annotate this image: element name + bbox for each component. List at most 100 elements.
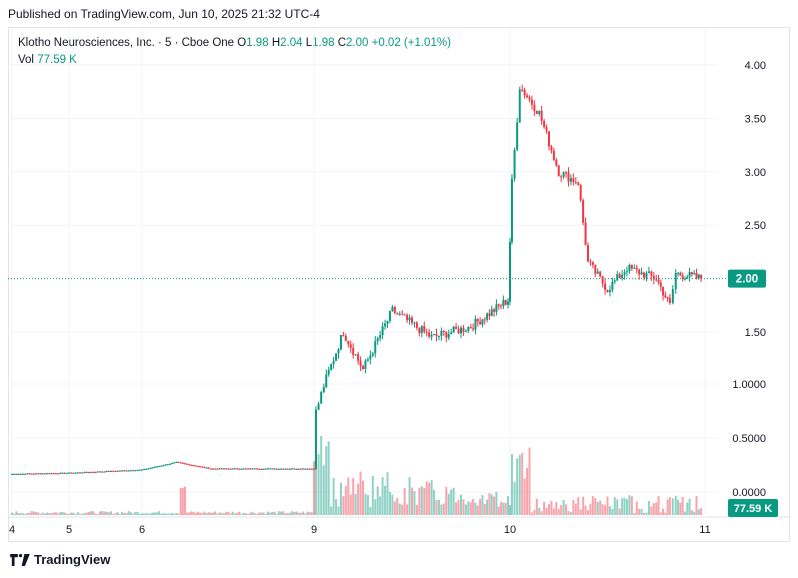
volume-bar: [24, 513, 27, 515]
volume-bar: [433, 489, 436, 515]
volume-bar: [652, 503, 655, 515]
candle-body: [175, 461, 178, 463]
open-value: 1.98: [246, 37, 269, 49]
candle-body: [420, 326, 423, 334]
candle-body: [317, 403, 320, 410]
candle-body: [411, 317, 413, 323]
candle-body: [81, 472, 84, 474]
candle-body: [352, 347, 355, 356]
candle-body: [697, 274, 700, 279]
volume-bar: [231, 511, 234, 515]
candle-body: [666, 297, 669, 299]
candle-body: [260, 468, 263, 470]
volume-bar: [271, 511, 274, 515]
volume-bar: [428, 482, 431, 515]
candle-body: [127, 470, 130, 472]
volume-bar: [507, 496, 510, 515]
candle-body: [41, 473, 44, 475]
volume-bar: [462, 499, 465, 515]
volume-bar: [65, 513, 68, 515]
volume-bar: [596, 502, 599, 515]
candle-body: [483, 319, 486, 321]
candle-body: [72, 472, 75, 474]
volume-bar: [262, 512, 265, 515]
volume-bar: [594, 498, 597, 515]
x-tick-label: 9: [311, 524, 317, 536]
candle-body: [626, 271, 628, 273]
candle-body: [688, 272, 691, 277]
volume-bar: [469, 502, 472, 515]
volume-bar: [452, 487, 455, 515]
candle-body: [528, 97, 531, 100]
volume-bar: [306, 511, 309, 515]
candle-body: [337, 349, 340, 354]
volume-bar: [339, 482, 342, 515]
candle-body: [43, 473, 46, 475]
candle-body: [435, 333, 438, 336]
volume-bar: [352, 478, 355, 515]
volume-bar: [342, 496, 345, 515]
volume-bar: [497, 506, 500, 515]
open-label: O: [237, 37, 247, 49]
volume-bar: [37, 512, 40, 515]
volume-bar: [359, 471, 362, 515]
x-tick-label: 5: [66, 524, 72, 536]
candle-body: [52, 473, 55, 475]
candle-body: [647, 271, 650, 274]
volume-bar: [21, 513, 24, 515]
volume-bar: [411, 487, 413, 515]
candle-body: [474, 318, 477, 330]
volume-bar: [134, 511, 137, 515]
candle-body: [608, 290, 611, 293]
candle-body: [386, 320, 389, 324]
volume-bar: [85, 512, 88, 515]
volume-bar: [302, 511, 305, 515]
candle-body: [306, 468, 309, 470]
volume-bar: [83, 513, 86, 515]
volume-value: 77.59 K: [37, 54, 77, 66]
candle-body: [504, 300, 507, 305]
candle-body: [264, 468, 267, 470]
volume-bar: [366, 495, 369, 515]
volume-bar: [582, 496, 585, 515]
candle-body: [147, 468, 150, 470]
candle-body: [216, 468, 219, 470]
candle-body: [376, 338, 379, 342]
candle-body: [695, 273, 698, 279]
volume-bar: [227, 511, 230, 515]
candle-body: [85, 471, 88, 473]
candle-body: [302, 468, 305, 470]
volume-bar: [643, 512, 646, 515]
volume-bar: [98, 511, 101, 515]
symbol-title[interactable]: Klotho Neurosciences, Inc. · 5 · Cboe On…: [18, 37, 235, 49]
y-tick-label: 0.0000: [732, 487, 766, 499]
candle-body: [643, 272, 646, 278]
volume-bar: [103, 511, 106, 515]
volume-bar: [381, 477, 384, 515]
volume-bar: [681, 496, 684, 515]
candle-body: [538, 110, 541, 114]
candle-body: [523, 89, 526, 96]
volume-bar: [233, 513, 236, 515]
volume-bar: [621, 498, 624, 515]
candle-body: [662, 286, 665, 296]
candle-body: [430, 334, 433, 337]
candle-body: [700, 274, 703, 279]
volume-bar: [423, 488, 426, 515]
volume-bar: [337, 506, 340, 515]
volume-bar: [325, 446, 328, 515]
volume-bar: [156, 512, 159, 515]
candle-body: [533, 104, 536, 111]
candle-body: [192, 465, 195, 467]
volume-bar: [344, 486, 347, 515]
candle-body: [645, 273, 648, 278]
candle-body: [623, 272, 626, 275]
tradingview-brand[interactable]: TradingView: [10, 552, 110, 567]
volume-bar: [635, 501, 638, 515]
candle-body: [271, 468, 274, 470]
candle-body: [251, 468, 254, 470]
candle-body: [668, 297, 671, 303]
volume-bar: [349, 494, 352, 515]
candle-body: [652, 275, 655, 280]
